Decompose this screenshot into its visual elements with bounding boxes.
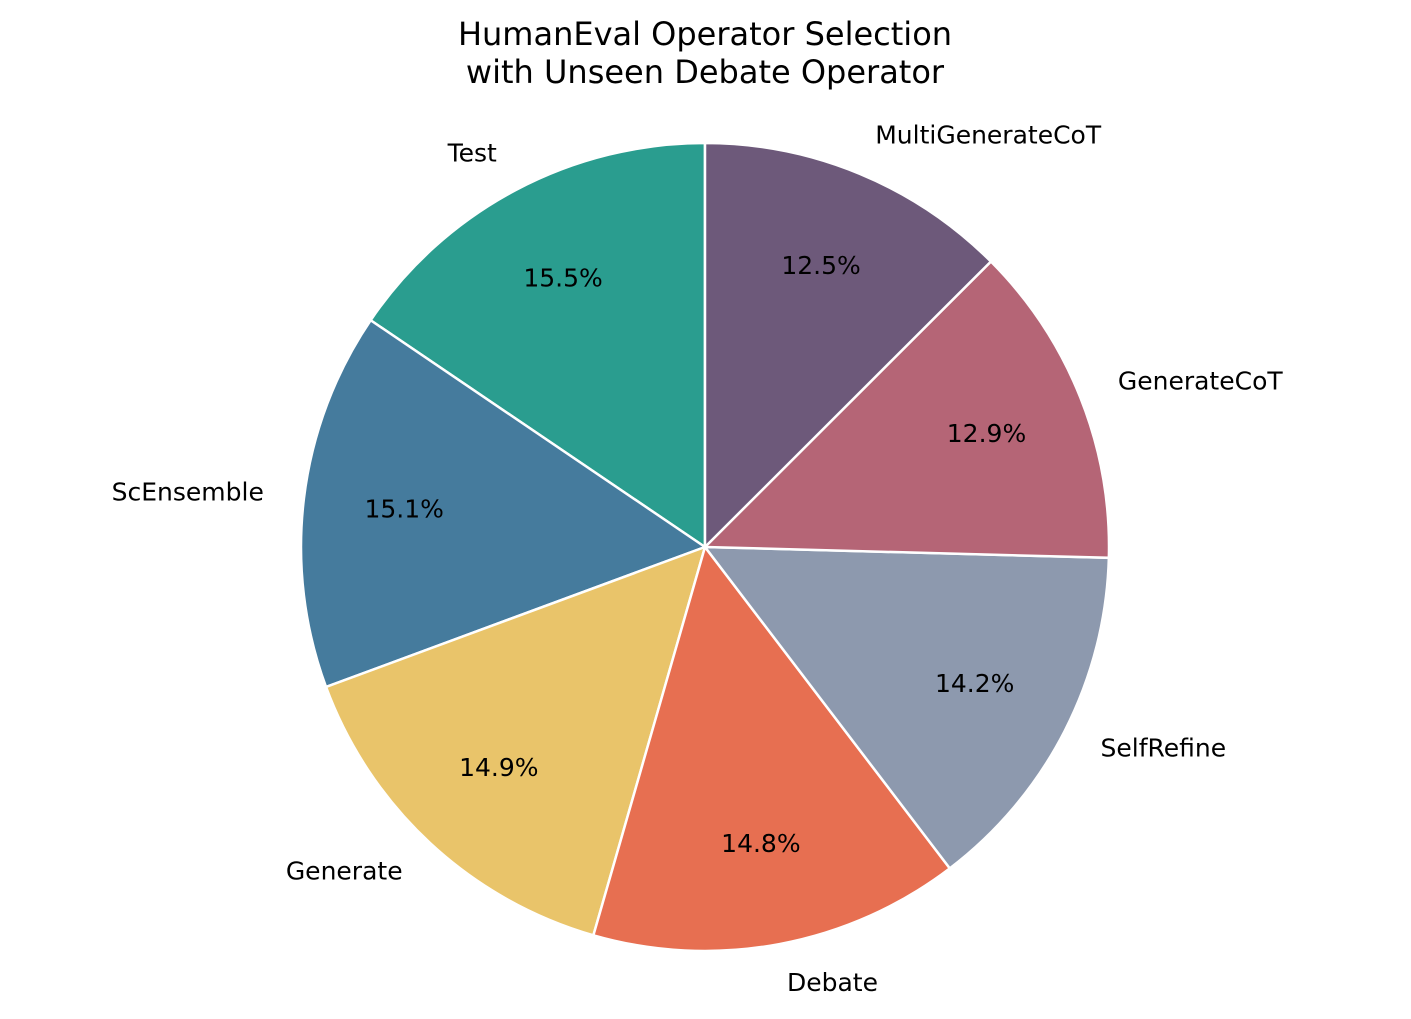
slice-label: ScEnsemble: [112, 477, 264, 506]
slice-label: Debate: [787, 968, 878, 997]
percent-label: 14.8%: [721, 829, 800, 858]
percent-label: 12.9%: [947, 419, 1026, 448]
percent-label: 15.1%: [365, 494, 444, 523]
percent-label: 12.5%: [781, 251, 860, 280]
pie-slice: [591, 544, 952, 953]
pie-slice: [702, 259, 1111, 560]
slice-label: Generate: [286, 857, 403, 886]
slice-label: SelfRefine: [1101, 734, 1227, 763]
slice-label: Test: [447, 138, 497, 167]
pie-slice: [702, 545, 1111, 871]
pie-slice: [368, 141, 707, 550]
slice-label: GenerateCoT: [1118, 367, 1284, 396]
percent-label: 14.2%: [935, 669, 1014, 698]
pie-slice: [324, 544, 707, 937]
slice-label: MultiGenerateCoT: [875, 120, 1102, 149]
pie-slice: [299, 318, 708, 689]
chart-title: with Unseen Debate Operator: [466, 53, 945, 91]
chart-title: HumanEval Operator Selection: [458, 15, 952, 53]
percent-label: 15.5%: [523, 263, 602, 292]
percent-label: 14.9%: [459, 753, 538, 782]
pie-slice: [703, 141, 993, 551]
